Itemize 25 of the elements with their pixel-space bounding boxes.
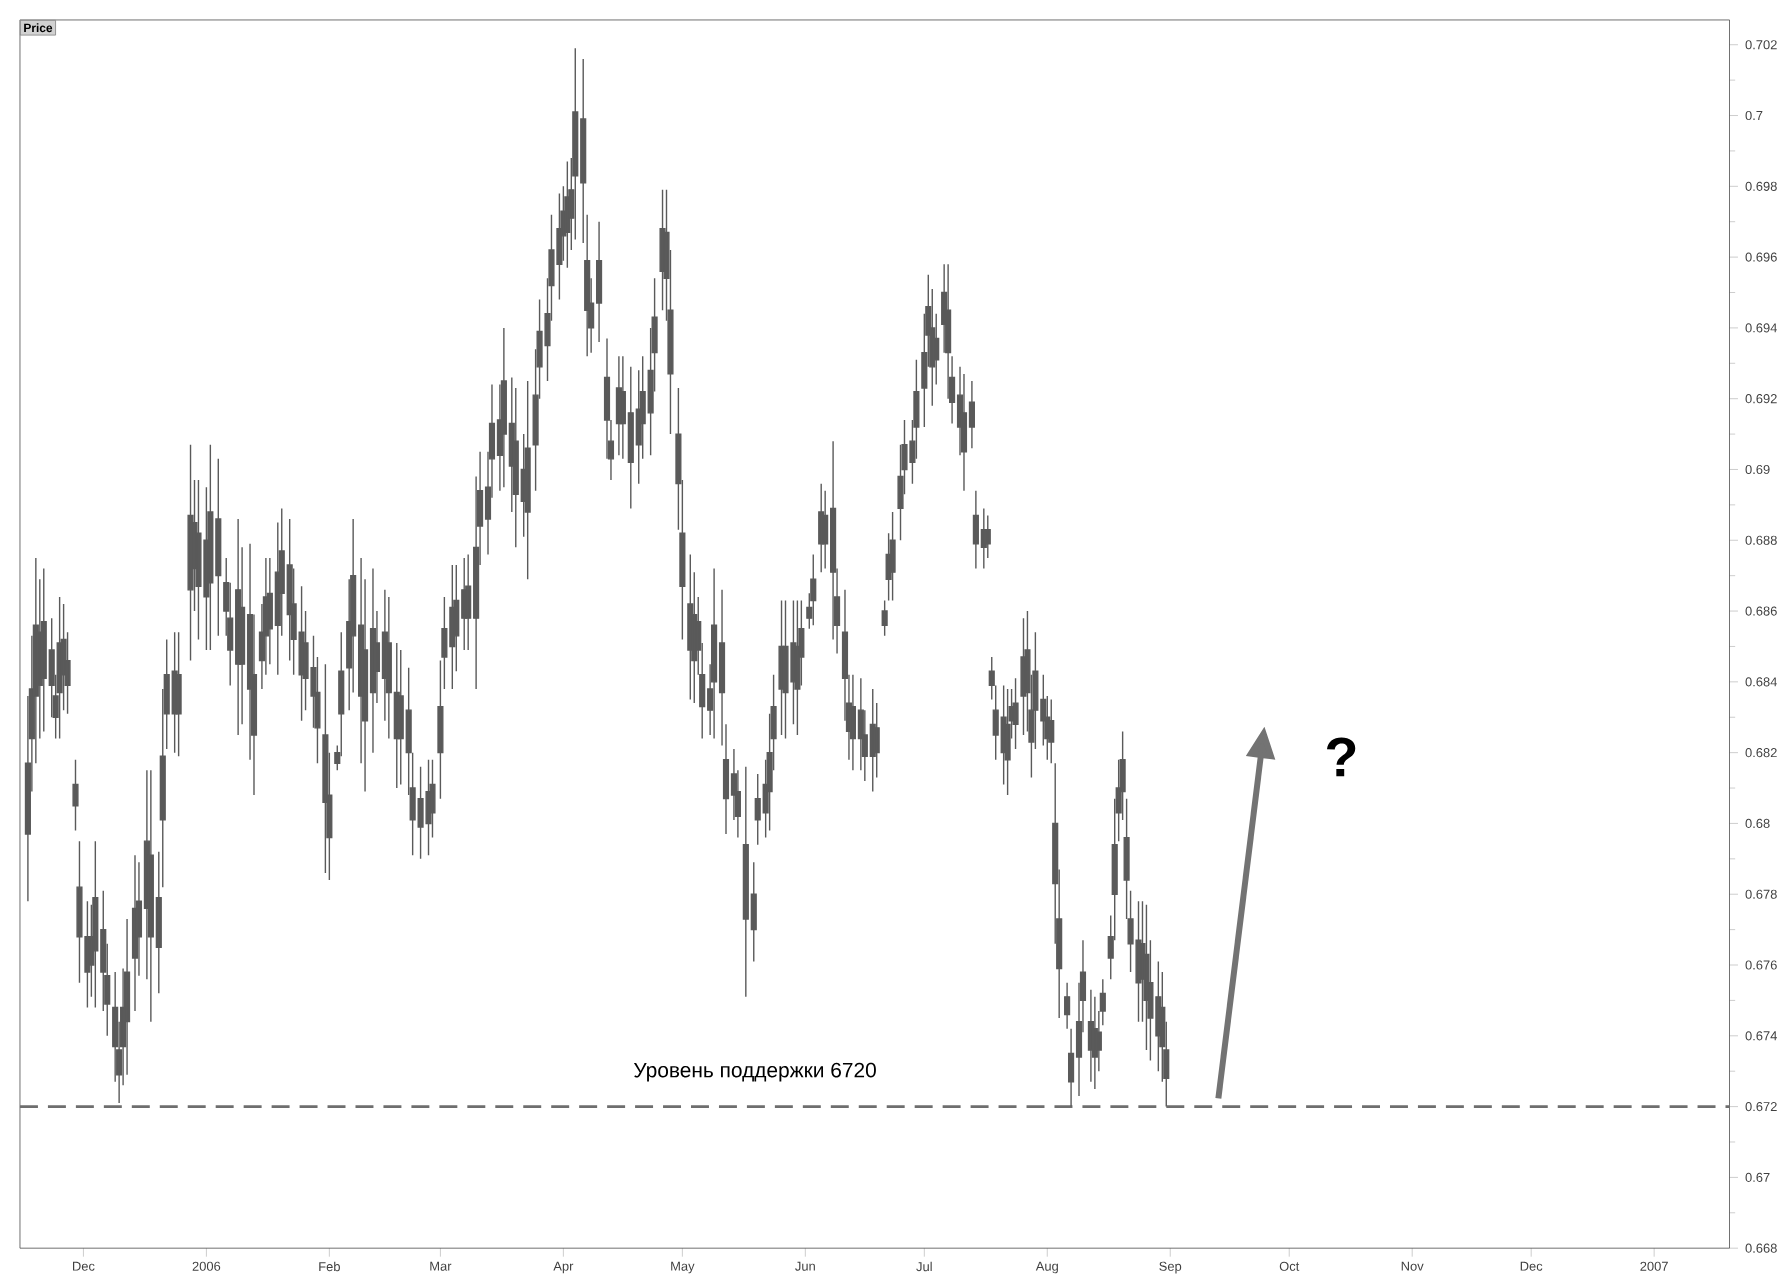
candlestick xyxy=(147,769,154,1023)
candlestick xyxy=(960,373,968,492)
annotation: ? xyxy=(1326,737,1356,777)
candlestick xyxy=(1048,698,1055,764)
candlestick xyxy=(782,599,789,740)
candlestick xyxy=(207,443,214,651)
candlestick xyxy=(1064,981,1071,1030)
candlestick xyxy=(235,518,242,736)
candlestick xyxy=(92,840,99,1009)
candlestick xyxy=(742,766,749,998)
candlestick xyxy=(175,631,182,757)
candlestick xyxy=(615,355,622,456)
candlestick xyxy=(881,599,888,637)
candlestick xyxy=(322,663,329,874)
candlestick xyxy=(818,482,825,573)
candlestick xyxy=(711,567,718,740)
candlestick xyxy=(972,489,979,570)
ref-line-label: Уровень поддержки 6720 xyxy=(633,1062,876,1082)
candlestick xyxy=(1091,996,1098,1090)
candlestick xyxy=(72,758,79,832)
candlestick xyxy=(889,511,896,602)
candlestick xyxy=(794,599,801,736)
candlestick xyxy=(810,553,817,626)
candlestick xyxy=(849,674,856,771)
candlestick xyxy=(524,380,531,580)
